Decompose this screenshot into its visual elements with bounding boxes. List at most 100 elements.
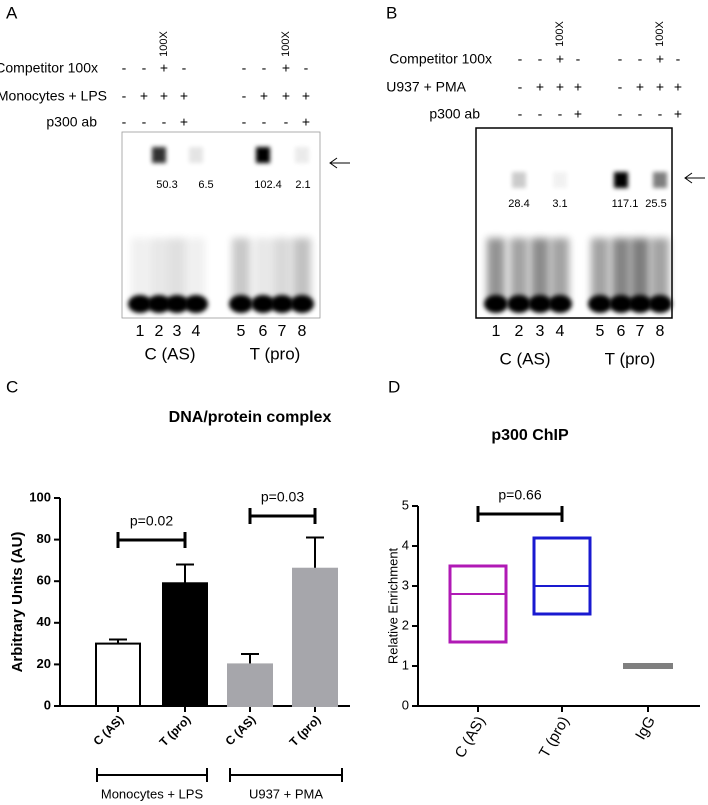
condition-sign: - <box>122 114 127 130</box>
p-value: p=0.66 <box>498 487 541 503</box>
lane-group: C (AS) <box>145 344 196 363</box>
x-tick-label: T (pro) <box>287 712 324 749</box>
gel-smear <box>551 238 569 303</box>
x-tick-label: T (pro) <box>157 712 194 749</box>
condition-sign: + <box>636 79 644 95</box>
condition-sign: - <box>638 106 643 122</box>
lane-number: 2 <box>515 323 524 340</box>
bar <box>227 663 273 708</box>
panel-letter: D <box>388 377 400 396</box>
condition-sign: + <box>556 51 564 67</box>
gel-free-probe <box>528 295 552 313</box>
gel-bands <box>128 147 314 313</box>
p-value: p=0.02 <box>130 513 173 529</box>
condition-sign: + <box>160 60 168 76</box>
gel-smear <box>293 238 311 303</box>
group-label: Monocytes + LPS <box>101 786 204 801</box>
fold-label: 100X <box>158 30 170 56</box>
condition-sign: + <box>180 114 188 130</box>
condition-sign: - <box>538 51 543 67</box>
gel-smear <box>531 238 549 303</box>
bar <box>292 567 338 707</box>
condition-label: p300 ab <box>46 114 97 130</box>
band-value: 117.1 <box>612 198 639 210</box>
condition-sign: - <box>618 51 623 67</box>
condition-sign: + <box>536 79 544 95</box>
condition-sign: + <box>574 79 582 95</box>
condition-sign: + <box>282 60 290 76</box>
lane-number: 8 <box>656 323 665 340</box>
gel-free-probe <box>484 295 508 313</box>
gel-free-probe <box>648 295 672 313</box>
fold-label: 100X <box>280 30 292 56</box>
significance-bracket <box>476 506 564 522</box>
lane-number: 3 <box>173 323 182 340</box>
band-value: 50.3 <box>156 179 177 191</box>
condition-sign: + <box>674 106 682 122</box>
box <box>448 564 508 644</box>
y-tick-label: 5 <box>402 497 409 512</box>
gel-complex-band <box>512 172 526 188</box>
lane-group: T (pro) <box>250 344 301 363</box>
condition-sign: + <box>656 51 664 67</box>
bar <box>95 642 141 707</box>
condition-sign: - <box>618 106 623 122</box>
gel-smear <box>150 238 168 303</box>
condition-sign: - <box>518 79 523 95</box>
lane-group: T (pro) <box>605 349 656 368</box>
condition-sign: + <box>656 79 664 95</box>
lane-group: C (AS) <box>500 349 551 368</box>
band-value: 6.5 <box>198 179 213 191</box>
gel-free-probe <box>165 295 189 313</box>
condition-label: U937 + PMA <box>386 79 466 95</box>
gel-complex-band <box>553 172 567 188</box>
lane-number: 8 <box>298 323 307 340</box>
gel-complex-band <box>653 172 667 188</box>
y-tick-label: 3 <box>402 577 409 592</box>
condition-sign: - <box>142 114 147 130</box>
gel-free-probe <box>609 295 633 313</box>
lane-number: 4 <box>192 323 201 340</box>
gel-smear <box>510 238 528 303</box>
condition-sign: + <box>160 88 168 104</box>
x-tick-label: C (AS) <box>223 712 259 748</box>
lane-number: 7 <box>636 323 645 340</box>
condition-label: Monocytes + LPS <box>0 88 107 104</box>
condition-sign: + <box>302 88 310 104</box>
gel-free-probe <box>147 295 171 313</box>
gel-complex-band <box>152 147 166 163</box>
lane-number: 1 <box>492 323 501 340</box>
y-tick-label: 4 <box>402 537 409 552</box>
y-axis-label: Relative Enrichment <box>385 547 400 664</box>
condition-sign: + <box>302 114 310 130</box>
condition-label: Competitor 100x <box>389 51 492 67</box>
condition-sign: - <box>242 114 247 130</box>
condition-sign: - <box>518 106 523 122</box>
box <box>623 663 673 669</box>
x-tick-label: T (pro) <box>536 713 573 760</box>
condition-sign: - <box>142 60 147 76</box>
p-value: p=0.03 <box>261 489 304 505</box>
chart-title: p300 ChIP <box>491 427 569 444</box>
condition-sign: - <box>262 114 267 130</box>
condition-sign: - <box>676 51 681 67</box>
condition-sign: + <box>282 88 290 104</box>
condition-sign: + <box>674 79 682 95</box>
significance-bracket <box>248 508 317 524</box>
condition-label: Competitor 100x <box>0 60 98 76</box>
gel-smear <box>591 238 609 303</box>
gel-free-probe <box>251 295 275 313</box>
gel-smear <box>273 238 291 303</box>
gel-bands <box>484 172 672 313</box>
condition-sign: - <box>638 51 643 67</box>
y-tick-label: 2 <box>402 617 409 632</box>
gel-free-probe <box>229 295 253 313</box>
gel-smear <box>612 238 630 303</box>
gel-complex-band <box>256 147 270 163</box>
gel-free-probe <box>548 295 572 313</box>
lane-number: 5 <box>596 323 605 340</box>
condition-sign: - <box>658 106 663 122</box>
condition-sign: - <box>242 60 247 76</box>
condition-sign: - <box>304 60 309 76</box>
y-tick-label: 100 <box>29 489 51 504</box>
